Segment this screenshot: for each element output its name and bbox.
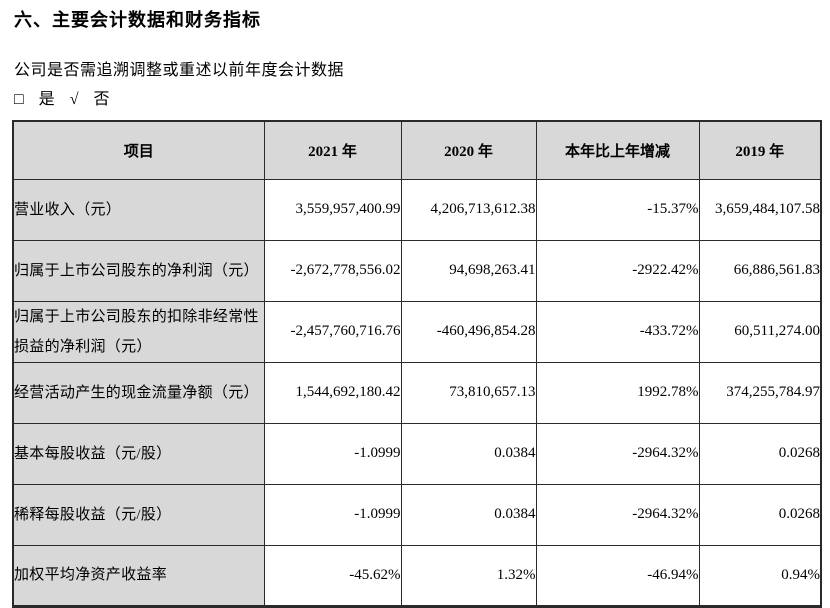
table-row-net-profit: 归属于上市公司股东的净利润（元） -2,672,778,556.02 94,69… [12, 239, 822, 302]
cell-yoy-change: -2922.42% [535, 239, 700, 302]
cell-2019: 60,511,274.00 [698, 300, 822, 363]
row-label: 基本每股收益（元/股） [12, 422, 265, 485]
header-2019: 2019 年 [698, 120, 822, 180]
cell-2020: 0.0384 [400, 422, 537, 485]
cell-2021: -45.62% [263, 544, 402, 607]
table-row-basic-eps: 基本每股收益（元/股） -1.0999 0.0384 -2964.32% 0.0… [12, 422, 822, 485]
no-label: 否 [93, 91, 110, 108]
table-row-operating-revenue: 营业收入（元） 3,559,957,400.99 4,206,713,612.3… [12, 178, 822, 241]
cell-2019: 0.94% [698, 544, 822, 607]
row-label: 稀释每股收益（元/股） [12, 483, 265, 546]
table-row-diluted-eps: 稀释每股收益（元/股） -1.0999 0.0384 -2964.32% 0.0… [12, 483, 822, 546]
section-title: 六、主要会计数据和财务指标 [14, 10, 261, 30]
key-financial-indicators-table: 项目 2021 年 2020 年 本年比上年增减 2019 年 营业收入（元） … [12, 120, 822, 608]
cell-yoy-change: -15.37% [535, 178, 700, 241]
cell-2020: 4,206,713,612.38 [400, 178, 537, 241]
yes-no-checkbox-line: □ 是 √ 否 [14, 90, 820, 110]
header-2021: 2021 年 [263, 120, 402, 180]
cell-2020: 1.32% [400, 544, 537, 607]
cell-2021: -1.0999 [263, 422, 402, 485]
check-mark-icon: √ [69, 91, 79, 108]
cell-2020: -460,496,854.28 [400, 300, 537, 363]
cell-2020: 73,810,657.13 [400, 361, 537, 424]
cell-2019: 0.0268 [698, 483, 822, 546]
restatement-question: 公司是否需追溯调整或重述以前年度会计数据 [14, 62, 345, 79]
cell-2019: 66,886,561.83 [698, 239, 822, 302]
cell-2019: 3,659,484,107.58 [698, 178, 822, 241]
header-yoy-change: 本年比上年增减 [535, 120, 700, 180]
header-item: 项目 [12, 120, 265, 180]
cell-2021: -2,457,760,716.76 [263, 300, 402, 363]
cell-yoy-change: -2964.32% [535, 483, 700, 546]
cell-2019: 0.0268 [698, 422, 822, 485]
cell-yoy-change: -2964.32% [535, 422, 700, 485]
cell-2020: 0.0384 [400, 483, 537, 546]
cell-2021: -1.0999 [263, 483, 402, 546]
table-header-row: 项目 2021 年 2020 年 本年比上年增减 2019 年 [12, 120, 822, 180]
yes-label: 是 [38, 91, 55, 108]
row-label: 归属于上市公司股东的扣除非经常性损益的净利润（元） [12, 300, 265, 363]
table-row-operating-cash-flow: 经营活动产生的现金流量净额（元） 1,544,692,180.42 73,810… [12, 361, 822, 424]
header-2020: 2020 年 [400, 120, 537, 180]
table-row-weighted-avg-roe: 加权平均净资产收益率 -45.62% 1.32% -46.94% 0.94% [12, 544, 822, 607]
cell-yoy-change: 1992.78% [535, 361, 700, 424]
cell-2021: -2,672,778,556.02 [263, 239, 402, 302]
cell-yoy-change: -433.72% [535, 300, 700, 363]
row-label: 经营活动产生的现金流量净额（元） [12, 361, 265, 424]
row-label: 营业收入（元） [12, 178, 265, 241]
row-label: 归属于上市公司股东的净利润（元） [12, 239, 265, 302]
cell-yoy-change: -46.94% [535, 544, 700, 607]
table-row-net-profit-excl-nonrecurring: 归属于上市公司股东的扣除非经常性损益的净利润（元） -2,457,760,716… [12, 300, 822, 363]
cell-2019: 374,255,784.97 [698, 361, 822, 424]
checkbox-unchecked-icon: □ [14, 91, 24, 108]
row-label: 加权平均净资产收益率 [12, 544, 265, 607]
cell-2021: 3,559,957,400.99 [263, 178, 402, 241]
cell-2020: 94,698,263.41 [400, 239, 537, 302]
cell-2021: 1,544,692,180.42 [263, 361, 402, 424]
